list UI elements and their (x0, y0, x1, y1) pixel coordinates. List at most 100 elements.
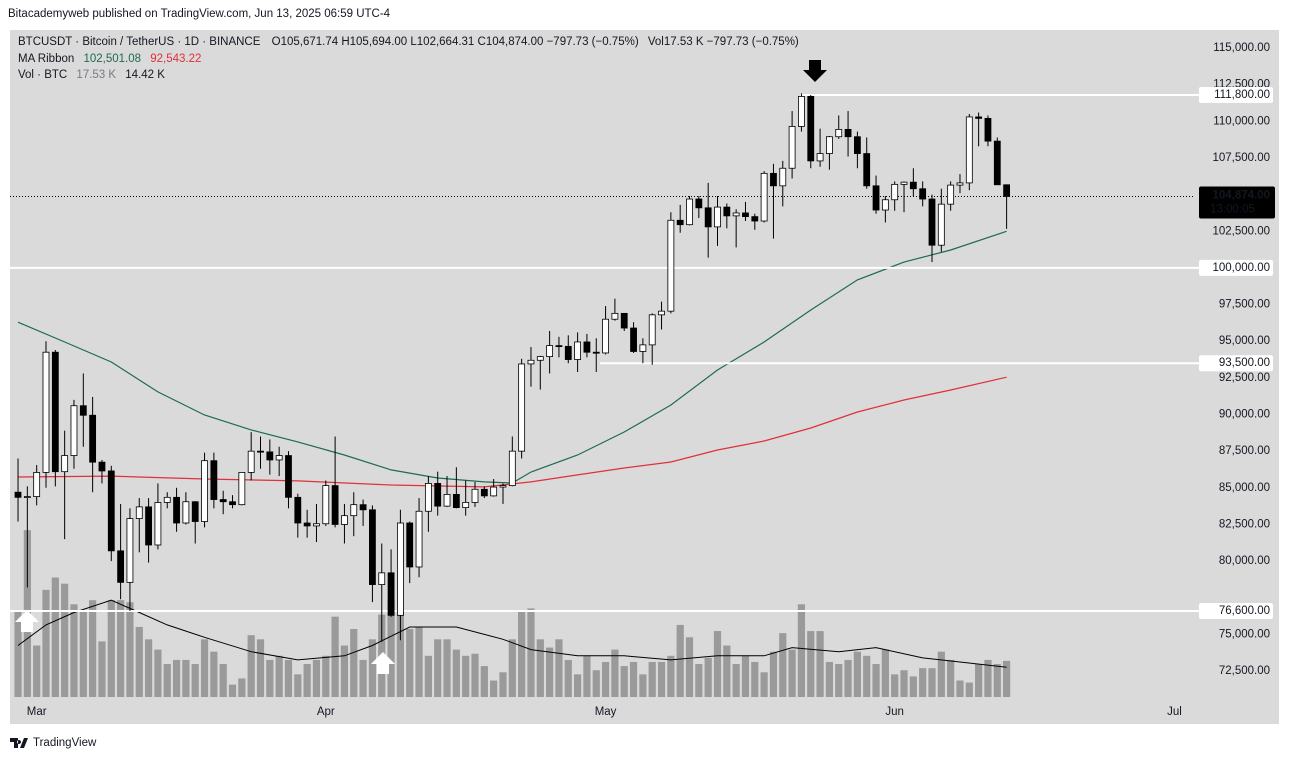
volume-bar (527, 608, 535, 697)
candle-body (182, 501, 190, 524)
volume-bar (760, 672, 768, 697)
candle-body (452, 494, 460, 509)
volume-bar (573, 674, 582, 697)
volume-bar (685, 637, 694, 697)
candle-body (313, 523, 320, 527)
last-price-label: 104,874.00 (1212, 190, 1270, 202)
volume-bar (564, 659, 572, 697)
candle-body (98, 461, 106, 472)
volume-bar (387, 600, 395, 697)
candle-body (350, 504, 358, 517)
candle-body (909, 181, 917, 190)
candle-body (135, 506, 143, 519)
candle-body (611, 312, 619, 320)
candle-body (257, 450, 264, 453)
candle-body (70, 405, 78, 456)
y-tick-label: 97,500.00 (1219, 299, 1270, 311)
candle-body (266, 451, 274, 461)
candle-body (947, 184, 955, 205)
candle-body (145, 506, 152, 546)
candle-body (117, 550, 125, 583)
volume-bar (107, 600, 115, 697)
volume-bar (172, 659, 181, 697)
volume-bar (359, 659, 367, 697)
candle-body (891, 183, 899, 201)
candle-body (564, 345, 572, 360)
volume-bar (853, 651, 861, 697)
up-arrow (15, 610, 39, 632)
volume-bar (937, 651, 945, 697)
volume-bar (508, 639, 516, 697)
candle-body (238, 472, 246, 506)
volume-bar (891, 674, 899, 697)
volume-bar (667, 655, 675, 697)
volume-bar (900, 670, 908, 697)
volume-bar (975, 664, 983, 697)
level-label-box (1199, 602, 1273, 619)
volume-bar (275, 655, 283, 697)
ma-fast-value: 102,501.08 (83, 53, 141, 65)
candle-body (210, 460, 218, 500)
volume-bar (126, 602, 134, 697)
candle-body (592, 351, 600, 354)
volume-bar (947, 659, 955, 697)
volume-bar (14, 610, 22, 697)
y-tick-label: 107,500.00 (1212, 152, 1270, 164)
attribution: Bitacademyweb published on TradingView.c… (8, 8, 391, 20)
volume-bar (135, 626, 143, 697)
candle-body (779, 167, 787, 187)
volume-bar (163, 664, 171, 697)
symbol: BTCUSDT · Bitcoin / TetherUS · 1D · BINA… (18, 36, 261, 48)
candle-body (79, 405, 87, 416)
volume-bar (620, 666, 628, 697)
x-tick-label: Jul (1167, 706, 1182, 718)
ma-legend: MA Ribbon 102,501.08 92,543.22 (18, 53, 201, 65)
volume-bar (825, 661, 834, 697)
volume-bar (480, 666, 488, 697)
volume-bar (471, 653, 479, 697)
candle-body (219, 499, 227, 503)
candle-body (42, 351, 50, 473)
volume-bar (322, 655, 330, 697)
candle-body (387, 572, 395, 616)
candle-body (173, 496, 180, 524)
down-arrow (803, 60, 827, 82)
volume-bar (98, 641, 106, 697)
volume-bar (424, 655, 432, 697)
volume-bar (536, 639, 544, 697)
candle-body (816, 153, 824, 162)
volume-bar (228, 684, 237, 697)
volume-bar (154, 649, 162, 697)
candle-body (322, 485, 330, 525)
volume-bar (434, 639, 442, 697)
volume-bar (443, 639, 451, 697)
candle-body (369, 509, 376, 585)
candle-body (201, 460, 208, 522)
volume-bar (200, 639, 209, 697)
overlay: BTCUSDT · Bitcoin / TetherUS · 1D · BINA… (15, 36, 827, 674)
candle-body (956, 182, 964, 186)
quote: O105,671.74 H105,694.00 L102,664.31 C104… (272, 36, 639, 48)
volume-bar (51, 577, 59, 697)
y-tick-label: 82,500.00 (1219, 518, 1270, 530)
candle-body (294, 496, 302, 524)
volume-legend: Vol · BTC 17.53 K 14.42 K (18, 69, 165, 81)
candle-body (965, 116, 973, 184)
candle-body (993, 140, 1001, 186)
candle-body (723, 206, 731, 217)
x-tick-label: May (595, 706, 617, 718)
candle-body (285, 455, 292, 498)
volume-bar (518, 610, 526, 697)
volume-bar (303, 664, 311, 697)
volume-bar (406, 629, 414, 697)
level-label-box (1199, 259, 1273, 276)
level-label-box (1199, 355, 1273, 372)
volume-bar (238, 678, 246, 697)
volume-bar (462, 655, 470, 697)
candle-body (434, 483, 442, 507)
candle-body (900, 181, 908, 185)
candle-body (303, 522, 311, 527)
volume-bar (807, 631, 815, 697)
volume-bar (415, 626, 423, 697)
